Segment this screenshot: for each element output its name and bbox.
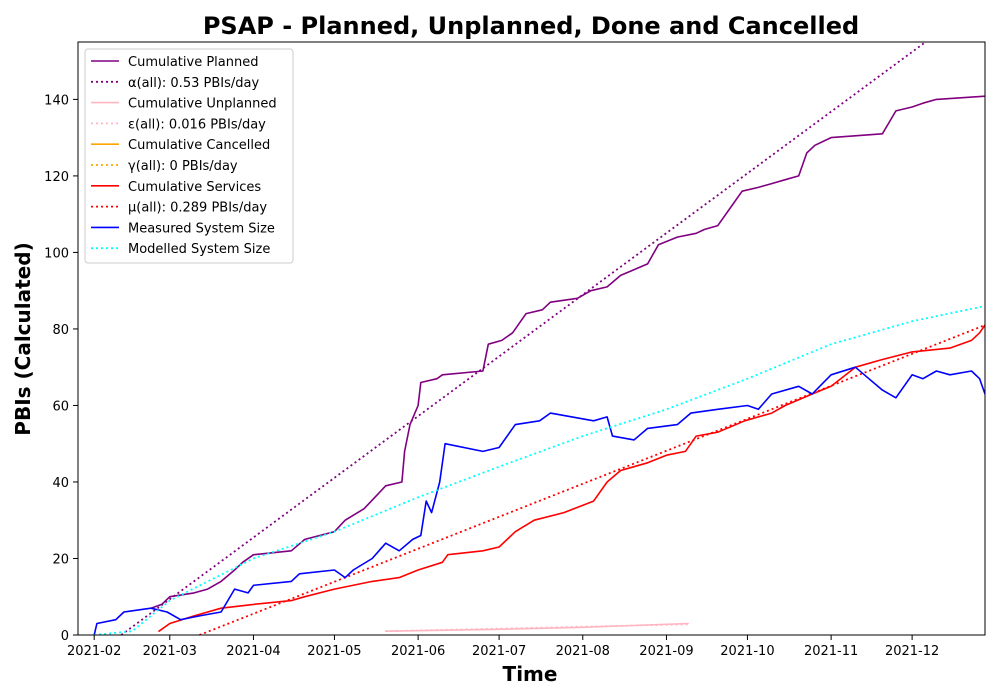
y-tick-label: 100 (44, 246, 69, 261)
y-tick-label: 80 (52, 323, 69, 338)
legend-box (84, 48, 294, 264)
legend-entry: Cumulative Unplanned (128, 97, 277, 112)
series-line-1 (120, 42, 927, 635)
series-line-9 (94, 305, 985, 635)
x-tick-label: 2021-08 (556, 644, 610, 659)
legend-entry: Cumulative Planned (128, 55, 258, 70)
series-line-6 (158, 324, 985, 632)
plot-frame (77, 41, 986, 636)
x-tick-label: 2021-12 (885, 644, 939, 659)
y-tick-label: 40 (52, 476, 69, 491)
chart-title: PSAP - Planned, Unplanned, Done and Canc… (203, 12, 859, 40)
x-tick-label: 2021-11 (804, 644, 858, 659)
legend-entry: Measured System Size (128, 221, 275, 236)
series-line-8 (93, 366, 985, 635)
x-tick-label: 2021-02 (67, 644, 121, 659)
series-line-7 (199, 324, 985, 635)
legend-entry: ε(all): 0.016 PBIs/day (128, 117, 266, 132)
x-tick-label: 2021-07 (472, 644, 526, 659)
x-tick-label: 2021-10 (720, 644, 774, 659)
series-line-3 (385, 623, 689, 633)
legend: Cumulative Planned α(all): 0.53 PBIs/day C… (84, 48, 294, 264)
y-tick-label: 0 (61, 629, 69, 644)
y-tick-label: 140 (44, 93, 69, 108)
legend-entry: μ(all): 0.289 PBIs/day (128, 201, 267, 216)
y-tick-label: 120 (44, 170, 69, 185)
plot-area: 2021-02 2021-03 2021-04 2021-05 2021-06 2021-… (44, 41, 986, 659)
x-tick-label: 2021-09 (639, 644, 693, 659)
legend-entry: Cumulative Cancelled (128, 138, 270, 153)
legend-entry: Cumulative Services (128, 180, 261, 195)
legend-entry: Modelled System Size (128, 242, 270, 257)
x-tick-label: 2021-06 (391, 644, 445, 659)
y-tick-label: 20 (52, 552, 69, 567)
series-line-0 (150, 95, 985, 609)
legend-entry: γ(all): 0 PBIs/day (128, 159, 238, 174)
x-axis-label: Time (503, 662, 558, 686)
legend-entry: α(all): 0.53 PBIs/day (128, 76, 259, 91)
x-tick-label: 2021-04 (226, 644, 280, 659)
y-tick-label: 60 (52, 399, 69, 414)
y-axis-label: PBIs (Calculated) (11, 242, 35, 435)
x-tick-label: 2021-03 (143, 644, 197, 659)
x-tick-label: 2021-05 (307, 644, 361, 659)
series-group (93, 42, 985, 635)
